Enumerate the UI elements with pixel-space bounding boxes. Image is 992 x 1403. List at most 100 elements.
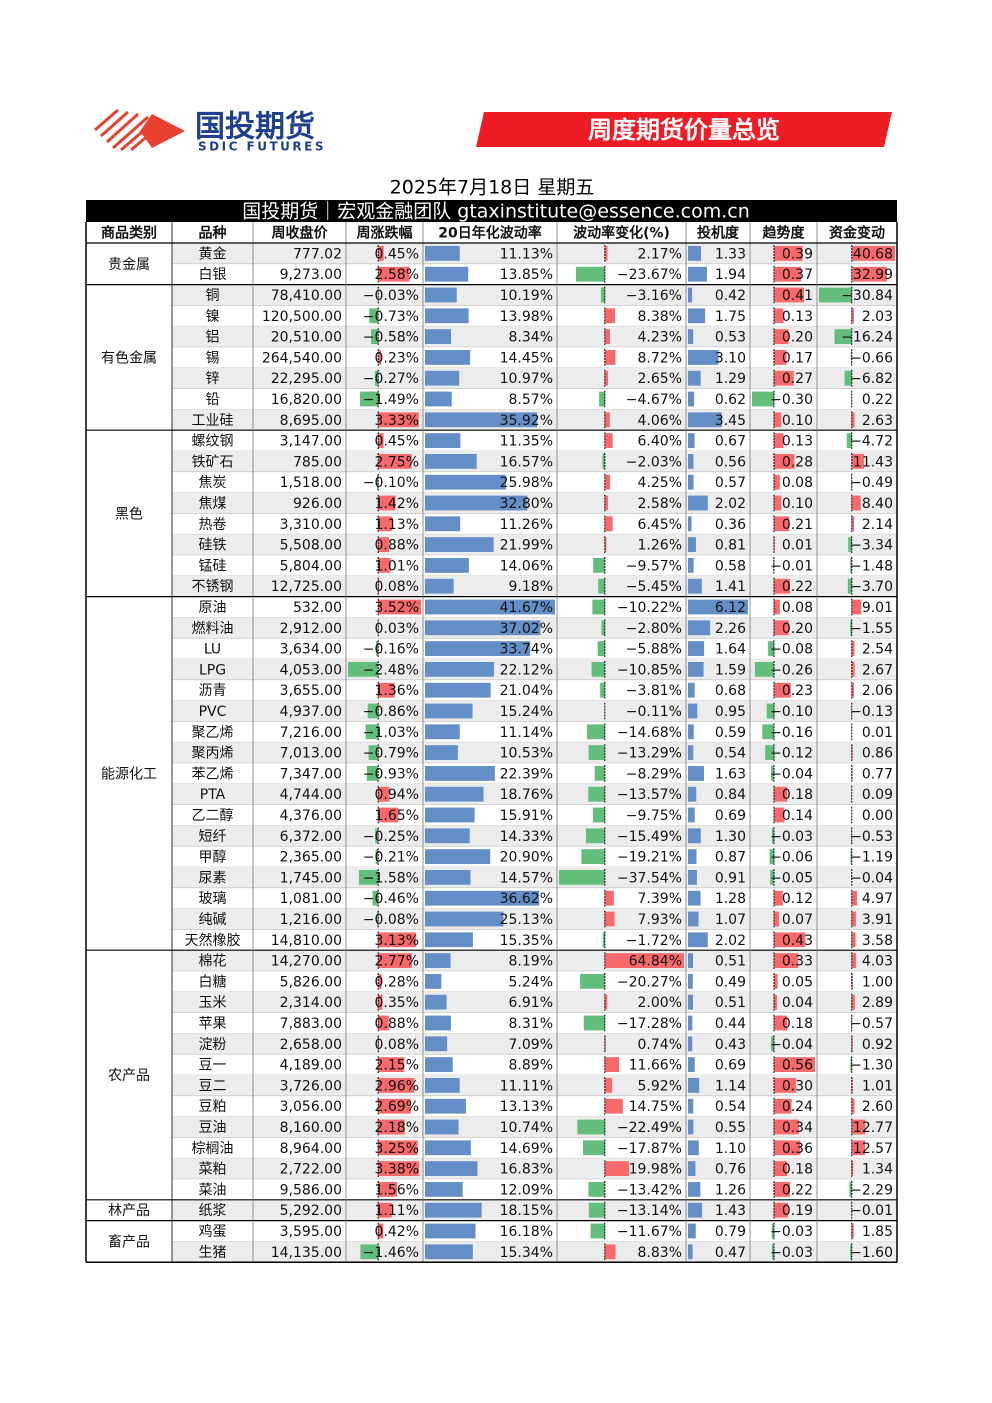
cell-value: 20.90% [500,850,553,866]
cell-value: 0.04 [782,995,813,1011]
cell-value: 2.26 [715,621,746,637]
cell-value: 3,655.00 [280,683,342,699]
cell-value: 1.65% [375,808,419,824]
data-bar [770,870,774,885]
data-bar [425,745,458,760]
data-bar [688,807,695,823]
cell-value: 2.77% [375,954,419,970]
cell-value: 0.76 [715,1162,746,1178]
cell-value: −0.06 [770,850,813,866]
cell-value: 22.39% [500,766,553,782]
data-bar [581,849,605,864]
data-bar [773,1161,788,1176]
data-bar [688,1057,695,1072]
data-bar [688,350,719,365]
data-bar [375,849,379,864]
data-bar [365,724,379,740]
data-bar [773,370,794,386]
variety-name: 螺纹钢 [192,434,234,450]
banner [476,112,892,147]
cell-value: −0.16% [363,642,419,658]
cell-value: 10.74% [500,1120,553,1136]
data-bar [425,412,538,428]
data-bar [688,454,694,469]
data-bar [771,1244,774,1260]
cell-value: −1.58% [363,870,419,886]
cell-value: 1.30 [715,829,746,845]
row-shade [172,1199,897,1221]
data-bar [688,932,708,948]
data-bar [773,350,787,365]
cell-value: 3,634.00 [280,642,342,658]
data-bar [762,724,774,740]
data-bar [425,391,452,407]
data-bar [374,370,379,386]
cell-value: 8,964.00 [280,1141,342,1157]
header-cell [172,222,253,243]
cell-value: 0.69 [715,1058,746,1074]
data-bar [773,807,785,823]
cell-value: 3.38% [375,1162,419,1178]
cell-value: 33.74% [500,642,553,658]
data-bar [348,662,379,677]
variety-name: LU [204,642,221,658]
data-bar [604,516,613,532]
data-bar [688,246,702,261]
data-bar [773,412,782,428]
data-bar [378,1098,411,1114]
data-bar [425,266,469,282]
cell-value: 15.34% [500,1245,553,1261]
data-bar [604,412,610,428]
cell-value: 1.36% [375,683,419,699]
cell-value: 264,540.00 [262,350,342,366]
cell-value: 0.95 [715,704,746,720]
data-bar [597,641,605,656]
data-bar [588,1182,605,1197]
data-bar [604,329,610,344]
variety-name: 乙二醇 [192,807,234,824]
data-bar [834,329,852,344]
cell-value: −3.81% [626,683,682,699]
data-bar [849,1182,852,1197]
cell-value: 1.94 [715,267,746,283]
data-bar [604,537,607,552]
data-bar [378,599,421,615]
data-bar [604,474,611,490]
cell-value: 14.75% [629,1099,682,1115]
data-bar [688,1182,701,1197]
data-bar [598,578,605,594]
data-bar [604,308,616,324]
banner-title: 周度期货价量总览 [588,116,780,144]
header-cell [346,222,423,243]
cell-value: 1.14 [715,1078,746,1094]
cell-value: −2.03% [626,454,682,470]
data-bar [586,724,605,740]
row-shade [172,534,897,555]
cell-value: −22.49% [617,1120,682,1136]
cell-value: 12.09% [500,1182,553,1198]
data-bar [773,433,784,448]
cell-value: 1.85 [862,1224,893,1240]
data-bar [425,870,471,885]
category-label: 农产品 [108,1068,150,1084]
cell-value: 1,745.00 [280,870,342,886]
data-bar [771,1036,774,1052]
cell-value: −20.27% [617,974,682,990]
cell-value: 1.13% [375,517,419,533]
cell-value: 0.43 [715,1037,746,1053]
cell-value: 0.00 [862,808,893,824]
cell-value: −3.34 [850,538,893,554]
variety-name: 菜粕 [199,1162,227,1178]
data-bar [851,266,887,282]
cell-value: 22,295.00 [271,371,342,387]
cell-value: 0.10 [782,496,813,512]
variety-name: 燃料油 [192,620,234,637]
cell-value: −0.04 [770,1037,813,1053]
cell-value: 1.75 [715,309,746,325]
cell-value: −6.82 [850,371,893,387]
cell-value: −13.14% [617,1203,682,1219]
column-header: 波动率变化(%) [573,225,670,242]
cell-value: 9,586.00 [280,1182,342,1198]
cell-value: 2.89 [862,995,893,1011]
column-header: 趋势度 [763,225,806,242]
